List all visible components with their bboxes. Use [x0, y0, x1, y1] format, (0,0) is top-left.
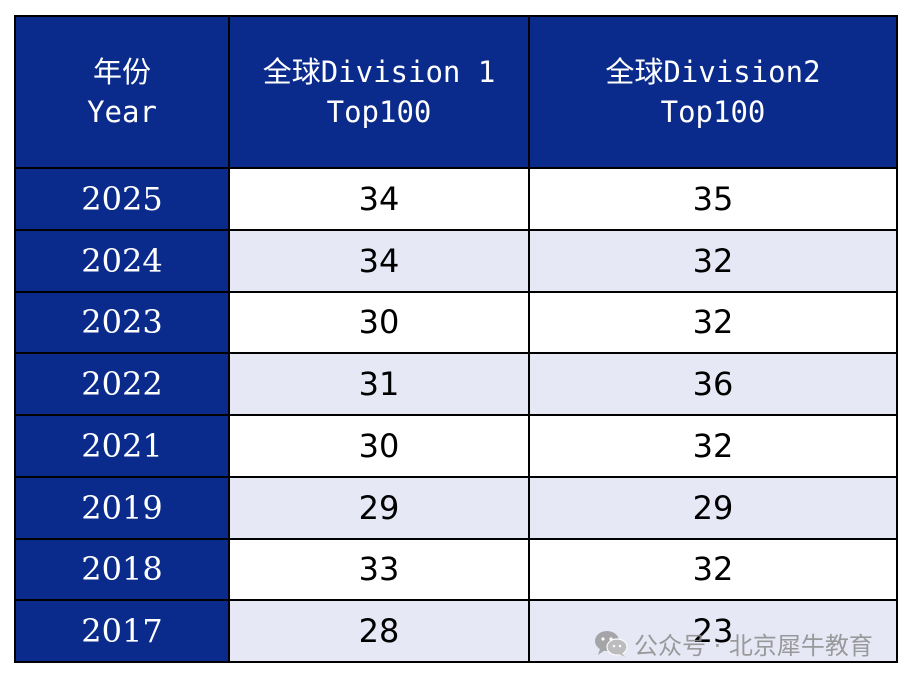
table-row: 2021 30 32 — [14, 414, 898, 478]
division2-cell: 36 — [528, 352, 898, 416]
division1-header-title: 全球Division 1 — [262, 55, 496, 89]
year-cell: 2018 — [14, 537, 230, 602]
year-header-cn: 年份 — [92, 55, 151, 89]
division2-cell: 35 — [528, 167, 898, 231]
year-cell: 2017 — [14, 599, 230, 663]
data-table-container: 年份 Year 全球Division 1 Top100 全球Division2 … — [14, 15, 898, 663]
division2-cell: 32 — [528, 290, 898, 355]
year-cell: 2023 — [14, 290, 230, 355]
division1-header-subtitle: Top100 — [326, 95, 432, 129]
table-row: 2017 28 23 — [14, 599, 898, 663]
table-row: 2023 30 32 — [14, 290, 898, 355]
division2-cell: 32 — [528, 414, 898, 478]
division1-cell: 28 — [228, 599, 530, 663]
year-header-en: Year — [87, 95, 157, 129]
division2-header-title: 全球Division2 — [605, 55, 821, 89]
table-row: 2019 29 29 — [14, 475, 898, 540]
division2-column-header: 全球Division2 Top100 — [528, 15, 898, 169]
year-cell: 2019 — [14, 475, 230, 540]
division1-cell: 34 — [228, 228, 530, 293]
division1-cell: 30 — [228, 290, 530, 355]
year-cell: 2024 — [14, 228, 230, 293]
table-row: 2018 33 32 — [14, 537, 898, 602]
table-row: 2022 31 36 — [14, 352, 898, 416]
division1-cell: 34 — [228, 167, 530, 231]
division2-cell: 29 — [528, 475, 898, 540]
division2-cell: 23 — [528, 599, 898, 663]
rankings-table: 年份 Year 全球Division 1 Top100 全球Division2 … — [14, 15, 898, 663]
table-row: 2025 34 35 — [14, 167, 898, 231]
division2-header-subtitle: Top100 — [660, 95, 766, 129]
division1-column-header: 全球Division 1 Top100 — [228, 15, 530, 169]
year-cell: 2025 — [14, 167, 230, 231]
table-row: 2024 34 32 — [14, 228, 898, 293]
division1-cell: 33 — [228, 537, 530, 602]
year-cell: 2022 — [14, 352, 230, 416]
division1-cell: 31 — [228, 352, 530, 416]
division2-cell: 32 — [528, 537, 898, 602]
division1-cell: 29 — [228, 475, 530, 540]
header-row: 年份 Year 全球Division 1 Top100 全球Division2 … — [14, 15, 898, 169]
year-cell: 2021 — [14, 414, 230, 478]
year-column-header: 年份 Year — [14, 15, 230, 169]
division1-cell: 30 — [228, 414, 530, 478]
division2-cell: 32 — [528, 228, 898, 293]
